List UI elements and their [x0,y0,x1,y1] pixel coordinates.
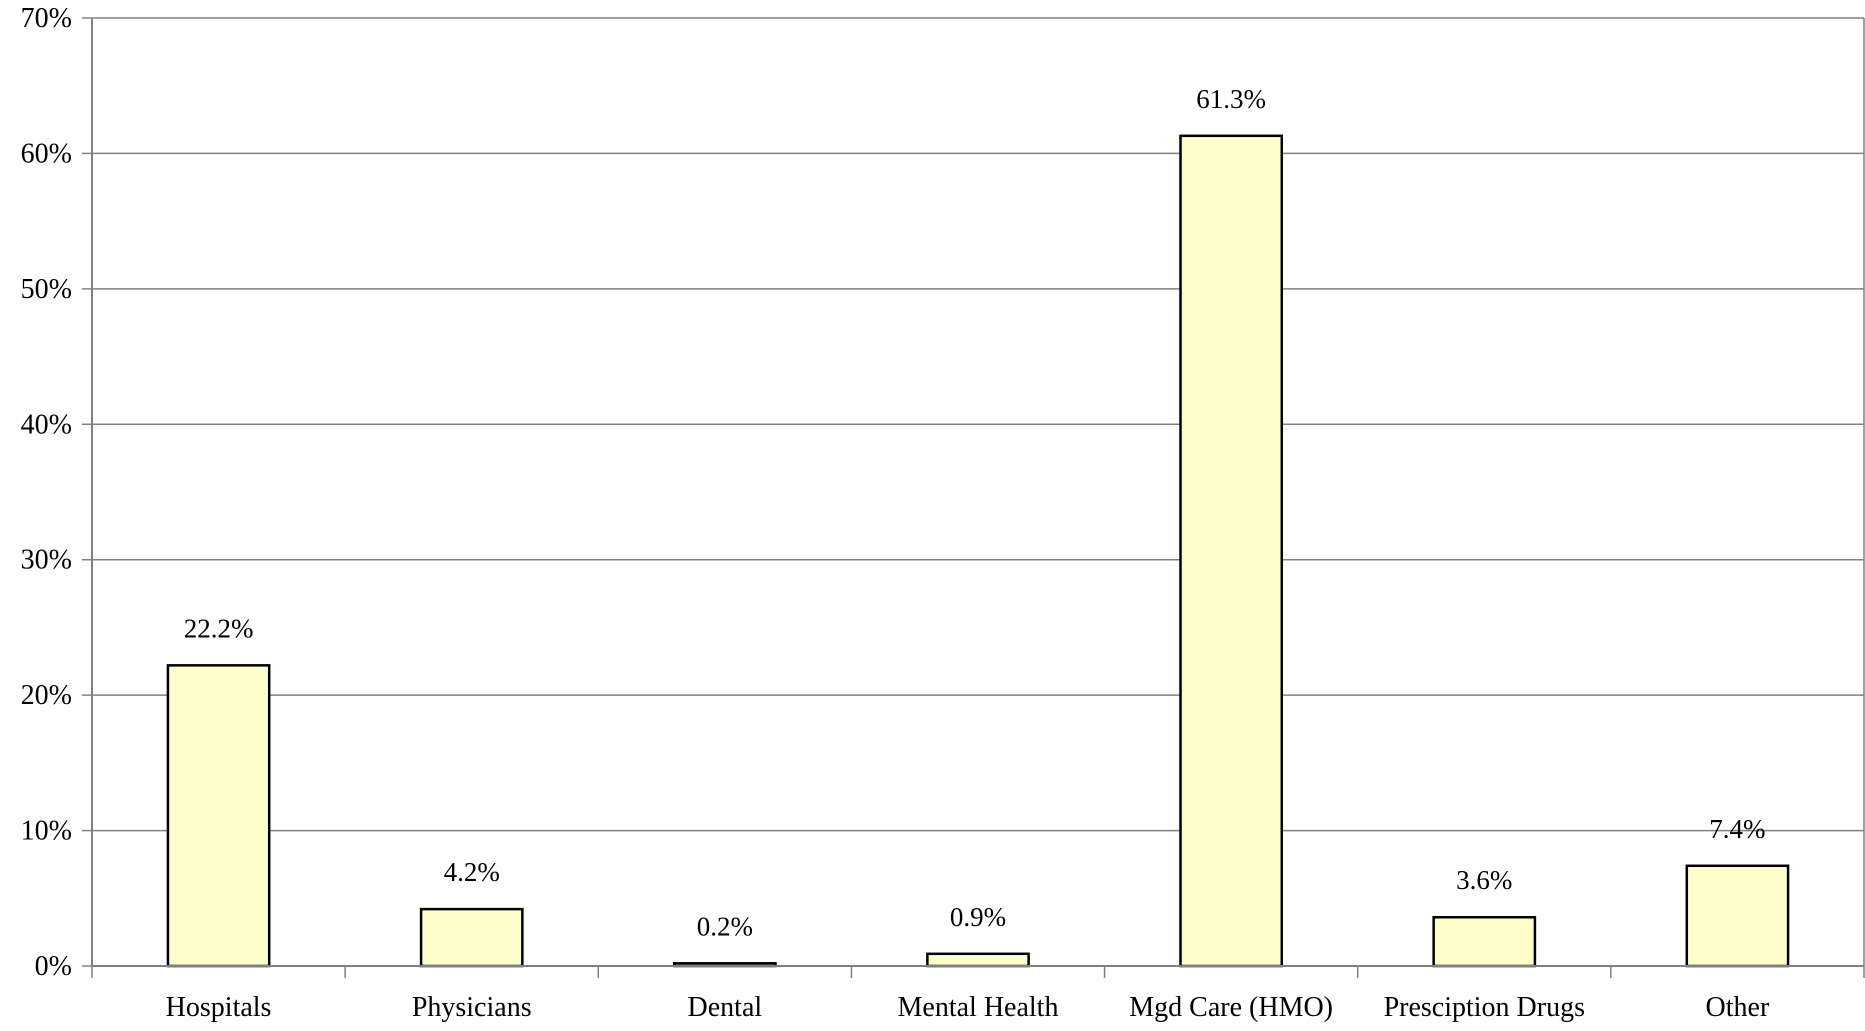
data-label: 3.6% [1456,865,1512,895]
x-category-label: Mental Health [898,992,1059,1023]
y-tick-label: 50% [21,274,72,305]
data-label: 7.4% [1709,814,1765,844]
x-category-label: Mgd Care (HMO) [1129,992,1333,1023]
data-label: 0.9% [950,902,1006,932]
y-tick-label: 40% [21,409,72,440]
bar [1179,134,1284,968]
bar [926,952,1030,968]
labels: 0% 10% 20% 30% 40% 50% 60% 70% 22.2% Hospitals 4.2… [21,3,1770,1023]
x-category-label: Dental [688,992,763,1023]
data-label: 22.2% [184,613,254,643]
bar [166,664,271,968]
y-tick-label: 60% [21,138,72,169]
data-label: 0.2% [697,911,753,941]
data-label: 61.3% [1196,84,1266,114]
bar [1432,915,1537,968]
plot-area [92,18,1865,966]
y-tick-label: 20% [21,680,72,711]
bar [419,907,524,968]
y-tick-label: 70% [21,3,72,34]
x-category-label: Other [1706,992,1770,1023]
bar [1685,864,1790,968]
data-label: 4.2% [444,857,500,887]
y-tick-label: 30% [21,545,72,576]
x-category-label: Hospitals [166,992,272,1023]
x-category-label: Physicians [412,992,532,1023]
gridlines [92,17,1864,832]
y-tick-label: 0% [35,951,72,982]
axes [82,17,1865,978]
y-tick-label: 10% [21,816,72,847]
x-category-label: Presciption Drugs [1384,992,1585,1023]
